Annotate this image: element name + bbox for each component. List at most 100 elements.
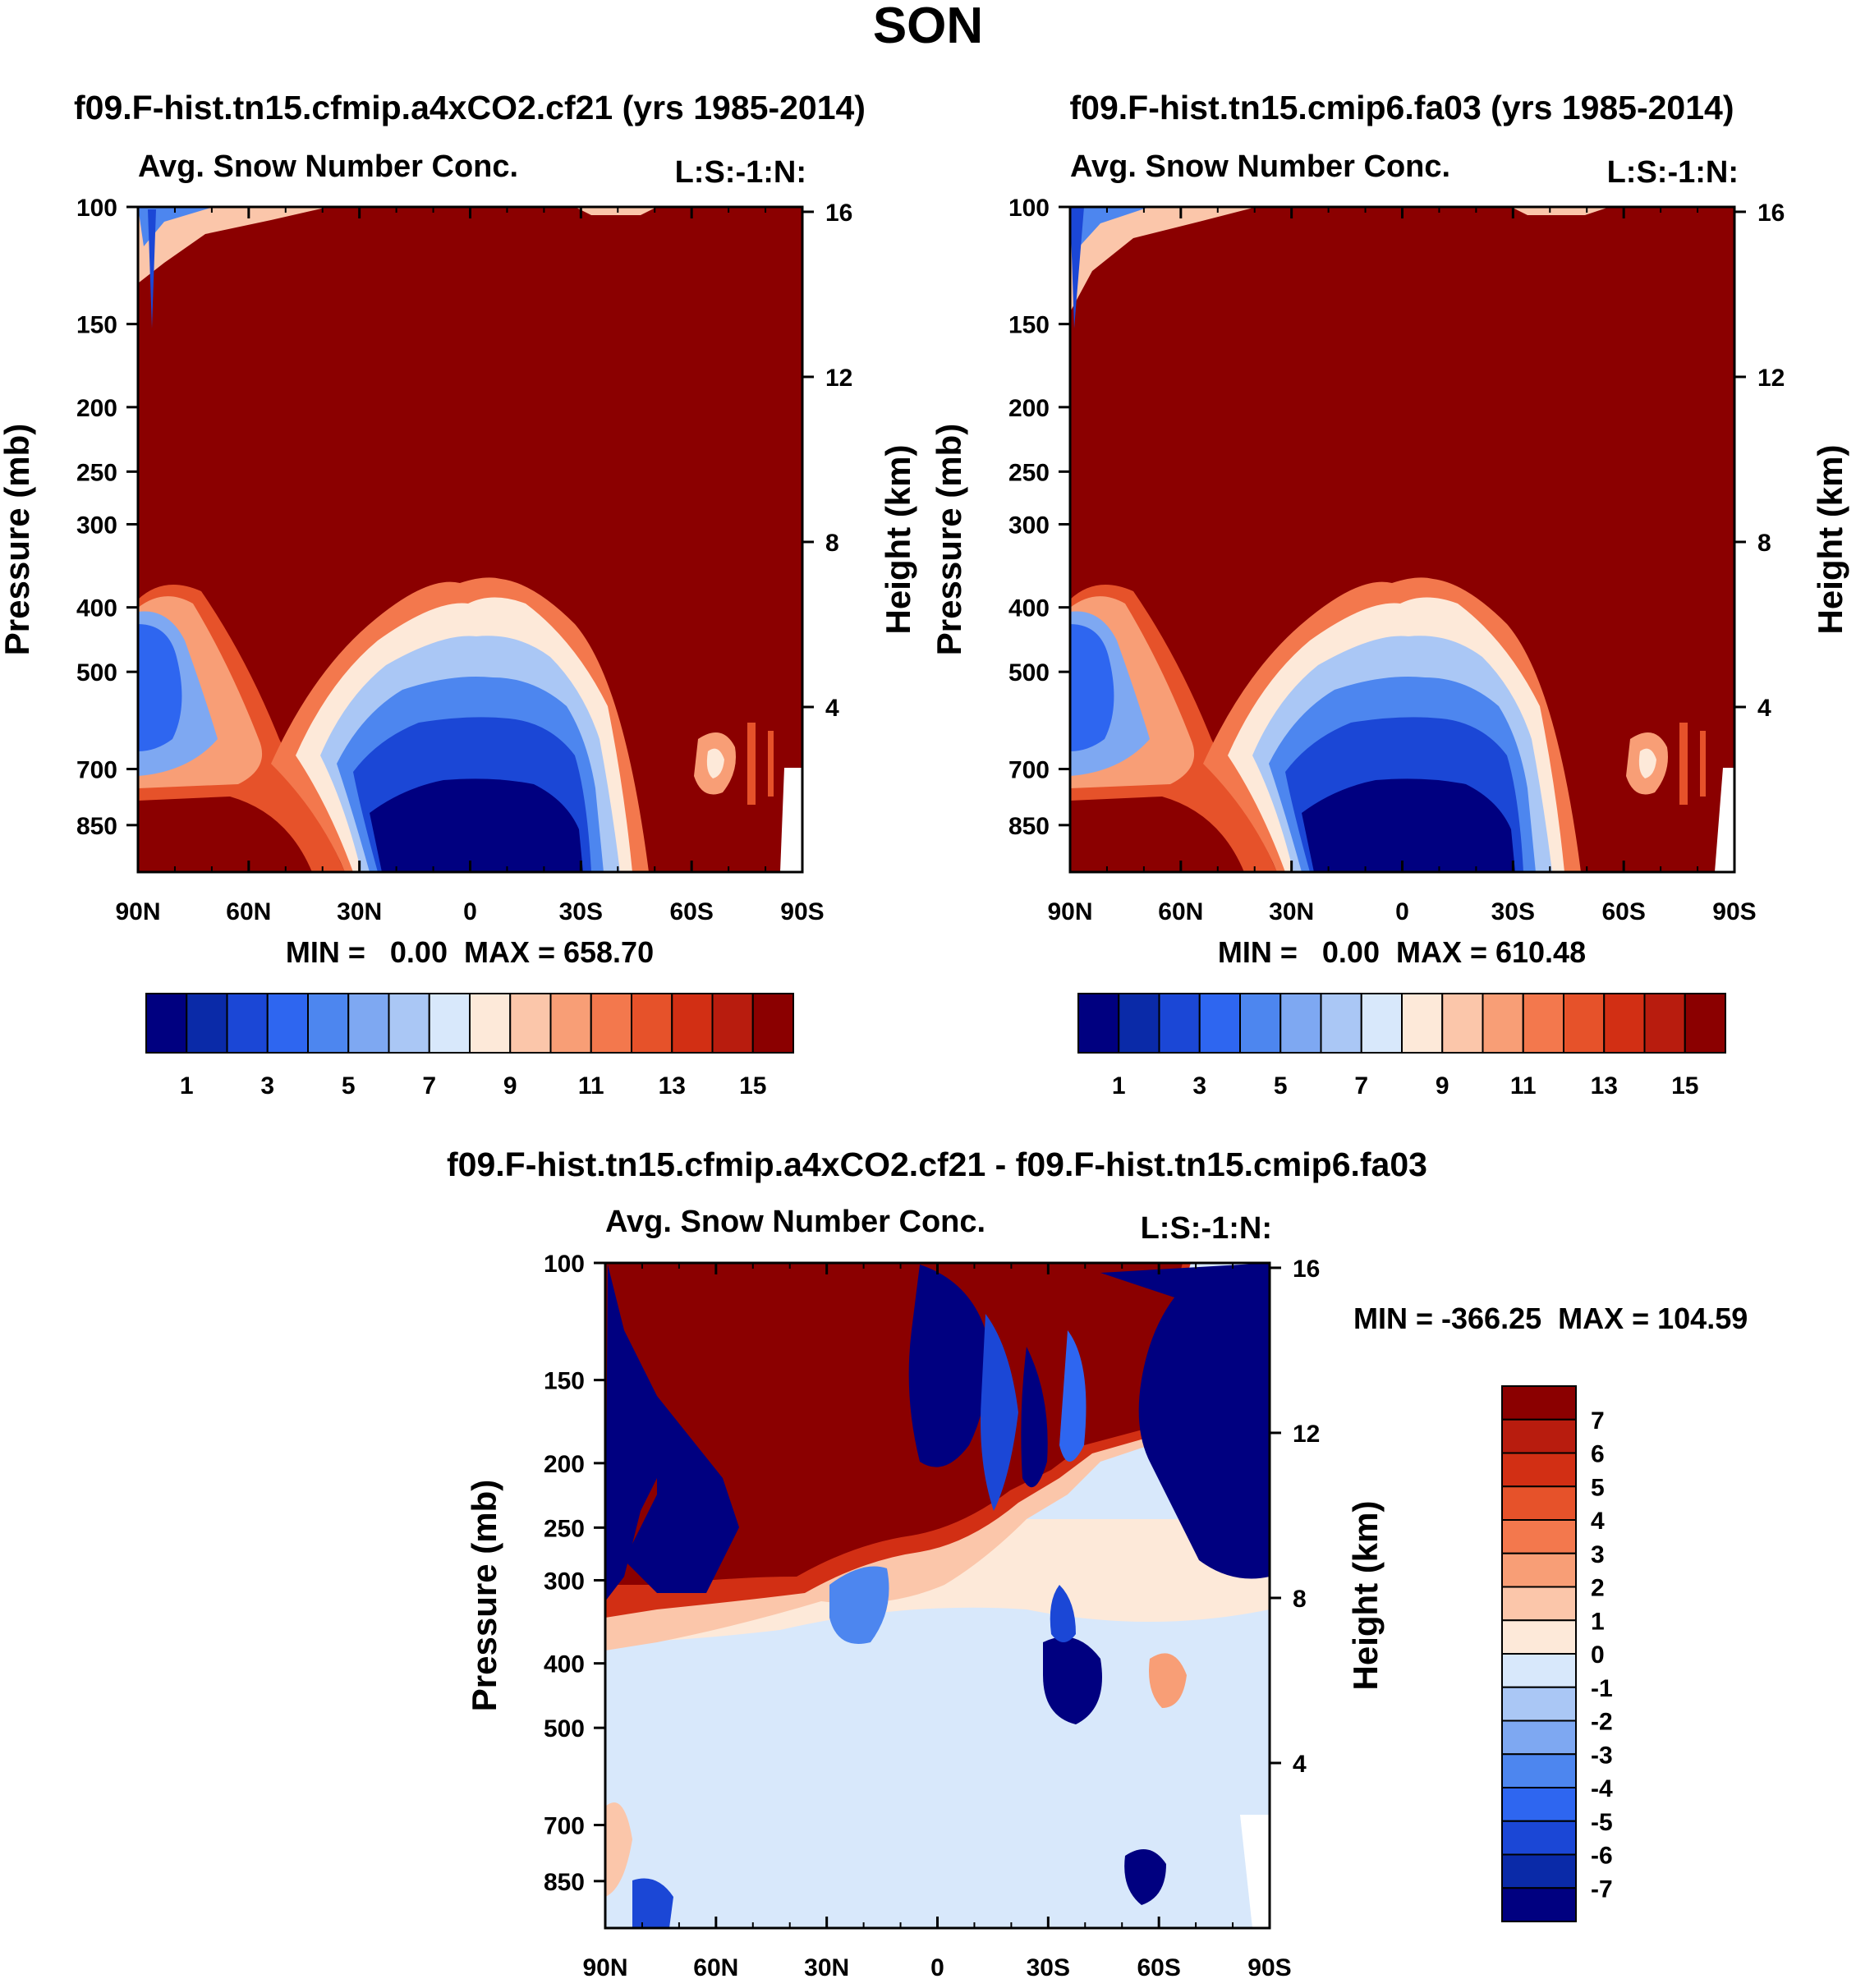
colorbar-box (751, 993, 794, 1054)
x-tick-label: 30N (804, 1954, 849, 1981)
colorbar-label: 7 (1354, 1072, 1368, 1100)
colorbar-label: -2 (1591, 1709, 1613, 1736)
panel-a-ylabel: Pressure (mb) (0, 424, 36, 655)
colorbar-label: 15 (1671, 1072, 1698, 1100)
colorbar-box (711, 993, 754, 1054)
colorbar-box (388, 993, 430, 1054)
colorbar-label: 9 (1436, 1072, 1449, 1100)
x-tick-label: 60N (1158, 898, 1203, 925)
y-tick-label: 200 (76, 395, 117, 422)
y2-tick-label: 4 (1293, 1751, 1307, 1778)
x-tick-label: 30S (1491, 898, 1535, 925)
panel-b-right-string: L:S:-1:N: (1607, 155, 1739, 190)
colorbar-box (1501, 1452, 1577, 1488)
x-tick-label: 60N (226, 898, 271, 925)
colorbar-label: 7 (1591, 1407, 1605, 1435)
colorbar-box (1501, 1586, 1577, 1622)
x-tick-label: 90N (582, 1954, 627, 1981)
y-tick-label: 300 (76, 512, 117, 539)
colorbar-box (1603, 993, 1646, 1054)
y2-tick-label: 4 (825, 695, 839, 722)
panel-c-stats: MIN = -366.25 MAX = 104.59 (1353, 1302, 1748, 1335)
y-tick-label: 100 (544, 1251, 585, 1278)
colorbar-box (1501, 1418, 1577, 1454)
colorbar-box (226, 993, 269, 1054)
colorbar-label: 1 (1112, 1072, 1126, 1100)
colorbar-box (1158, 993, 1201, 1054)
colorbar-label: -1 (1591, 1675, 1613, 1702)
colorbar-label: 5 (1591, 1474, 1605, 1501)
colorbar-label: 13 (1591, 1072, 1618, 1100)
colorbar-box (1501, 1552, 1577, 1588)
colorbar-box (1501, 1686, 1577, 1722)
panel-c-field (605, 1263, 1270, 1928)
x-tick-label: 30S (559, 898, 603, 925)
colorbar-box (1320, 993, 1362, 1054)
colorbar-box (1501, 1820, 1577, 1856)
colorbar-label: -5 (1591, 1809, 1613, 1836)
panel-a-field (138, 207, 802, 872)
panel-c-colorbar: 7 6 5 4 3 2 1 0 -1 -2 -3 -4 -5 -6 -7 (1501, 1385, 1613, 1922)
y-tick-label: 250 (1008, 459, 1050, 486)
colorbar-box (1279, 993, 1322, 1054)
y-tick-label: 250 (544, 1515, 585, 1542)
colorbar-label: 5 (1274, 1072, 1288, 1100)
panel-a-left-string: Avg. Snow Number Conc. (138, 149, 518, 184)
colorbar-box (469, 993, 512, 1054)
x-tick-label: 0 (463, 898, 477, 925)
y2-tick-label: 16 (825, 200, 852, 227)
panel-a-y2label: Height (km) (879, 445, 917, 635)
colorbar-box (1522, 993, 1564, 1054)
y-tick-label: 100 (1008, 195, 1050, 222)
colorbar-label: 11 (1510, 1072, 1537, 1100)
panel-c: f09.F-hist.tn15.cfmip.a4xCO2.cf21 - f09.… (447, 1146, 1748, 1981)
colorbar-box (145, 993, 188, 1054)
y-tick-label: 150 (76, 312, 117, 339)
colorbar-box (1360, 993, 1403, 1054)
panel-c-subtitle: f09.F-hist.tn15.cfmip.a4xCO2.cf21 - f09.… (447, 1146, 1427, 1183)
colorbar-box (186, 993, 228, 1054)
colorbar-label: -7 (1591, 1876, 1613, 1903)
colorbar-box (347, 993, 390, 1054)
colorbar-label: 3 (260, 1072, 274, 1100)
x-tick-label: 90S (1247, 1954, 1291, 1981)
x-tick-label: 90N (1047, 898, 1092, 925)
colorbar-label: 3 (1591, 1541, 1605, 1568)
y-tick-label: 500 (76, 659, 117, 686)
y2-tick-label: 12 (1757, 365, 1785, 392)
x-tick-label: 90N (115, 898, 160, 925)
panel-a-colorbar: 1 3 5 7 9 11 13 15 (145, 993, 794, 1100)
x-tick-label: 0 (930, 1954, 944, 1981)
y-tick-label: 850 (544, 1869, 585, 1896)
colorbar-box (671, 993, 714, 1054)
y-tick-label: 200 (1008, 395, 1050, 422)
colorbar-box (428, 993, 471, 1054)
colorbar-box (1501, 1853, 1577, 1889)
x-tick-label: 0 (1395, 898, 1409, 925)
x-tick-label: 30S (1027, 1954, 1070, 1981)
y-tick-label: 150 (544, 1368, 585, 1395)
colorbar-label: -4 (1591, 1775, 1613, 1802)
panel-a: f09.F-hist.tn15.cfmip.a4xCO2.cf21 (yrs 1… (0, 89, 917, 1100)
panel-b-colorbar: 1 3 5 7 9 11 13 15 (1077, 993, 1726, 1100)
colorbar-label: 1 (1591, 1608, 1605, 1635)
y-tick-label: 400 (544, 1651, 585, 1678)
colorbar-box (1501, 1787, 1577, 1822)
panel-c-right-string: L:S:-1:N: (1141, 1211, 1272, 1246)
colorbar-box (1501, 1485, 1577, 1521)
colorbar-box (1501, 1385, 1577, 1421)
panel-b-stats: MIN = 0.00 MAX = 610.48 (1218, 935, 1586, 969)
x-tick-label: 30N (337, 898, 382, 925)
colorbar-label: 13 (659, 1072, 686, 1100)
colorbar-box (1501, 1719, 1577, 1756)
colorbar-label: -6 (1591, 1843, 1613, 1870)
colorbar-label: 9 (503, 1072, 517, 1100)
colorbar-label: 6 (1591, 1441, 1605, 1468)
colorbar-box (1501, 1653, 1577, 1688)
colorbar-box (1501, 1753, 1577, 1788)
colorbar-label: 15 (739, 1072, 766, 1100)
y-tick-label: 400 (1008, 595, 1050, 622)
colorbar-label: 4 (1591, 1508, 1605, 1535)
y2-tick-label: 12 (1293, 1421, 1320, 1448)
colorbar-box (266, 993, 309, 1054)
